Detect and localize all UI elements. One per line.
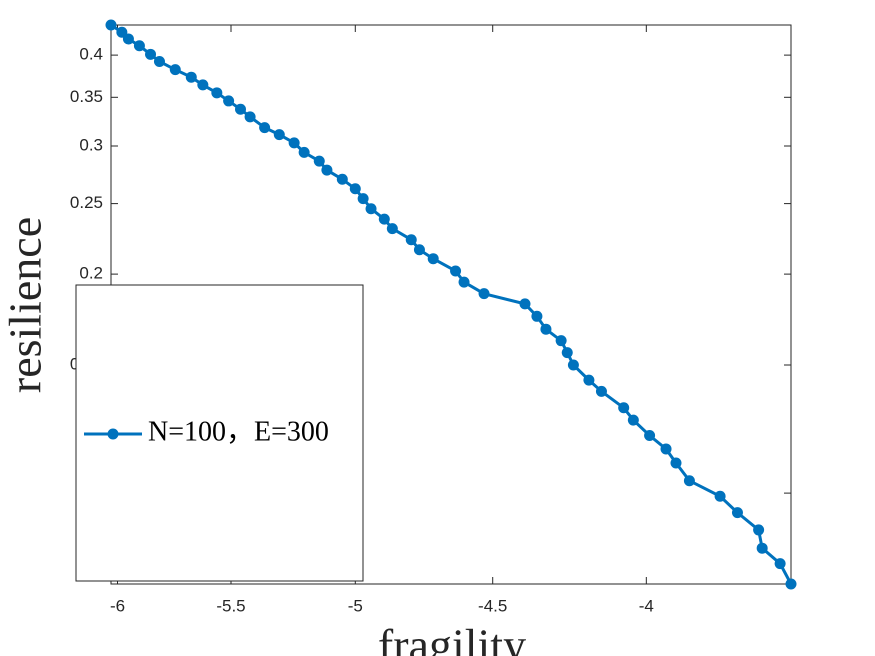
data-point — [105, 19, 117, 31]
data-point — [298, 146, 310, 158]
data-point — [714, 490, 726, 502]
x-tick-label: -4.5 — [478, 596, 507, 615]
data-point — [169, 64, 181, 76]
data-point — [133, 40, 145, 52]
data-point — [774, 558, 786, 570]
data-point — [583, 374, 595, 386]
data-point — [122, 33, 134, 45]
data-point — [519, 298, 531, 310]
data-point — [145, 48, 157, 60]
data-point — [567, 359, 579, 371]
x-tick-label: -6 — [110, 596, 125, 615]
data-point — [197, 79, 209, 91]
data-point — [555, 335, 567, 347]
data-point — [660, 443, 672, 455]
legend: N=100，E=300 — [75, 284, 364, 582]
data-point — [450, 265, 462, 277]
y-tick-label: 0.3 — [79, 135, 103, 154]
data-point — [731, 507, 743, 519]
x-tick-label: -4 — [639, 596, 654, 615]
data-point — [427, 253, 439, 265]
x-tick-label: -5.5 — [216, 596, 245, 615]
data-point — [288, 137, 300, 149]
legend-marker — [107, 428, 119, 440]
data-point — [313, 155, 325, 167]
data-point — [357, 193, 369, 205]
data-point — [365, 203, 377, 215]
y-tick-label: 0.4 — [79, 45, 103, 64]
data-point — [531, 310, 543, 322]
y-tick-label: 0.2 — [79, 264, 103, 283]
data-point — [756, 542, 768, 554]
data-point — [540, 323, 552, 335]
data-point — [683, 475, 695, 487]
data-point — [785, 578, 797, 590]
x-tick-label: -5 — [348, 596, 363, 615]
y-axis-label: resilience — [0, 217, 51, 393]
data-point — [618, 402, 630, 414]
data-point — [561, 347, 573, 359]
data-point — [627, 414, 639, 426]
data-point — [321, 164, 333, 176]
data-point — [336, 173, 348, 185]
data-point — [223, 95, 235, 107]
data-point — [211, 87, 223, 99]
data-point — [349, 183, 361, 195]
data-point — [378, 213, 390, 225]
data-point — [235, 103, 247, 115]
data-point — [244, 111, 256, 123]
data-point — [644, 430, 656, 442]
data-point — [753, 524, 765, 536]
data-point — [259, 122, 271, 134]
data-point — [386, 223, 398, 235]
legend-label: N=100，E=300 — [148, 416, 329, 447]
data-point — [185, 71, 197, 83]
data-point — [595, 385, 607, 397]
data-point — [273, 129, 285, 141]
data-point — [478, 288, 490, 300]
y-tick-label: 0.35 — [70, 87, 103, 106]
data-point — [153, 55, 165, 67]
data-point — [670, 457, 682, 469]
data-point — [413, 244, 425, 256]
x-axis-label: fragility — [378, 620, 526, 656]
data-point — [458, 276, 470, 288]
y-tick-label: 0.25 — [70, 193, 103, 212]
data-point — [405, 234, 417, 246]
